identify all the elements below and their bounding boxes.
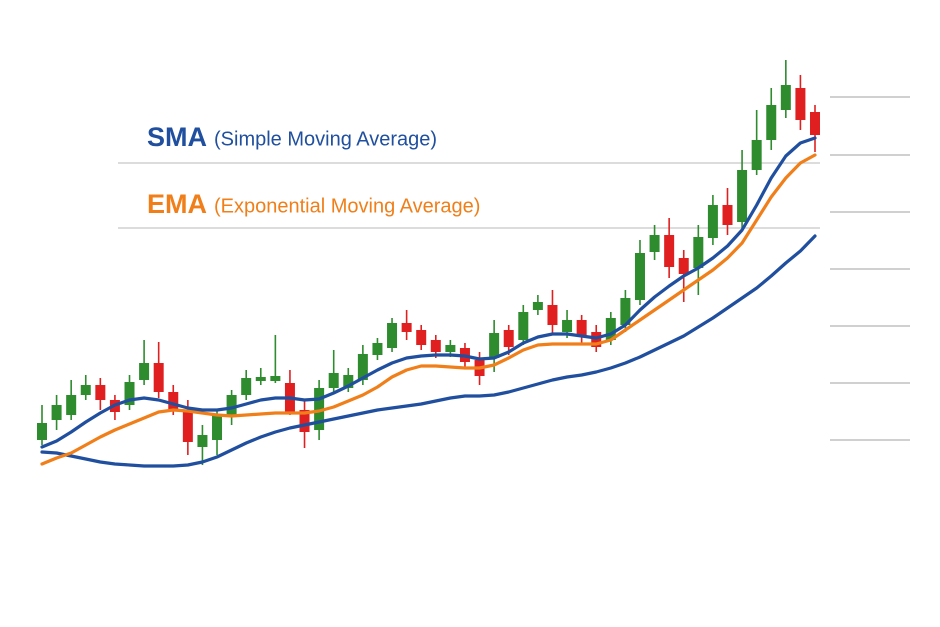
candle-body — [518, 312, 529, 340]
candle-body — [401, 323, 412, 332]
candle-body — [722, 205, 733, 225]
candle-body — [95, 385, 106, 400]
candle-body — [562, 320, 573, 332]
candle-body — [693, 237, 704, 268]
candle-body — [707, 205, 718, 238]
ma-line — [40, 234, 817, 468]
candle-body — [387, 323, 398, 348]
candle-body — [780, 85, 791, 110]
candle-body — [80, 385, 91, 395]
candle-body — [314, 388, 325, 430]
candles — [37, 60, 820, 465]
candle-body — [51, 405, 62, 420]
candle-body — [416, 330, 427, 345]
sma-legend: SMA — [147, 122, 207, 152]
candle-body — [605, 318, 616, 340]
sma-description: (Simple Moving Average) — [214, 128, 437, 150]
candle-body — [66, 395, 77, 415]
candle-body — [678, 258, 689, 274]
candle-body — [532, 302, 543, 310]
ema-legend: EMA — [147, 189, 207, 219]
candle-body — [372, 343, 383, 355]
ma-line — [40, 136, 817, 449]
candle-body — [664, 235, 675, 267]
candle-body — [226, 395, 237, 417]
candle-body — [795, 88, 806, 120]
candle-body — [766, 105, 777, 140]
candle-body — [37, 423, 47, 440]
candle-body — [634, 253, 645, 300]
candle-body — [737, 170, 748, 222]
candle-body — [620, 298, 631, 325]
candle-body — [197, 435, 208, 447]
candle-body — [182, 410, 193, 442]
candle-body — [547, 305, 558, 325]
candle-body — [357, 354, 368, 380]
candle-body — [810, 112, 820, 135]
candle-body — [489, 333, 500, 358]
candle-body — [445, 345, 456, 352]
candle-body — [255, 377, 266, 381]
candle-body — [241, 378, 252, 395]
candle-body — [124, 382, 135, 405]
candle-body — [503, 330, 514, 347]
candle-body — [751, 140, 762, 170]
candle-body — [139, 363, 150, 380]
candle-body — [328, 373, 339, 388]
ema-description: (Exponential Moving Average) — [214, 195, 480, 217]
candle-body — [270, 376, 281, 381]
candle-body — [299, 410, 310, 432]
candle-body — [153, 363, 164, 392]
candle-body — [649, 235, 660, 252]
candle-body — [343, 375, 354, 388]
candle-body — [576, 320, 587, 335]
candle-body — [168, 392, 179, 410]
candle-body — [430, 340, 441, 352]
candle-body — [212, 415, 223, 440]
ma-line — [40, 153, 817, 466]
